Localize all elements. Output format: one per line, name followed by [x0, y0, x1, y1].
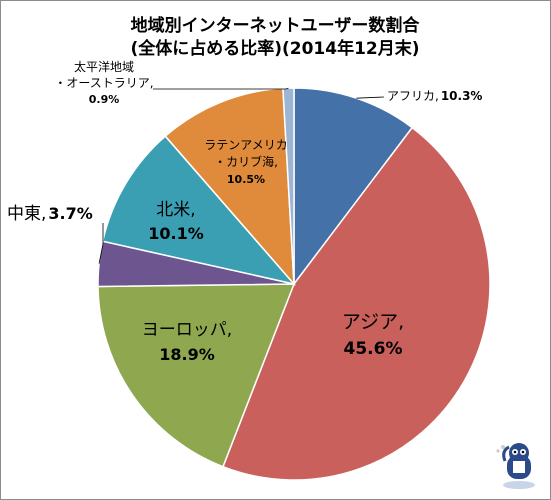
mascot-logo	[496, 443, 535, 489]
svg-text:45.6%: 45.6%	[344, 339, 403, 359]
slice-label-2: ヨーロッパ, 18.9%	[142, 320, 232, 364]
svg-text:・オーストラリア,: ・オーストラリア,	[54, 76, 153, 90]
leader-line-3	[98, 223, 104, 264]
svg-text:10.1%: 10.1%	[148, 224, 204, 243]
pie-slice-4	[101, 135, 297, 286]
svg-text:アジア,: アジア,	[342, 311, 404, 333]
svg-text:10.5%: 10.5%	[227, 173, 265, 186]
leader-lines	[98, 87, 385, 264]
pie-slice-2	[97, 283, 296, 468]
slice-label-6: 太平洋地域・オーストラリア, 0.9%	[54, 59, 153, 106]
data-labels: アフリカ, 10.3% アジア, 45.6% ヨーロッパ, 18.9% 中東, 3.7% 北米,…	[7, 59, 482, 364]
leader-line-0	[356, 96, 385, 99]
pie-slices	[97, 87, 491, 481]
svg-text:ラテンアメリカ: ラテンアメリカ	[204, 138, 287, 152]
slice-label-0: アフリカ, 10.3%	[387, 89, 482, 103]
leader-line-6	[153, 87, 289, 90]
svg-text:18.9%: 18.9%	[159, 345, 215, 364]
chart-subtitle: (全体に占める比率)(2014年12月末)	[130, 38, 419, 59]
svg-text:ヨーロッパ,: ヨーロッパ,	[142, 320, 232, 340]
svg-text:・カリブ海,: ・カリブ海,	[214, 154, 278, 169]
slice-label-5: ラテンアメリカ・カリブ海, 10.5%	[204, 138, 287, 186]
slice-label-1: アジア, 45.6%	[342, 311, 404, 359]
slice-label-4: 北米, 10.1%	[148, 200, 204, 243]
slice-label-3: 中東, 3.7%	[7, 204, 93, 224]
svg-text:中東,3.7%: 中東, 3.7%	[7, 204, 93, 224]
pie-slice-1	[222, 126, 491, 481]
svg-text:0.9%: 0.9%	[89, 93, 120, 106]
svg-text:太平洋地域: 太平洋地域	[74, 59, 134, 74]
svg-text:北米,: 北米,	[156, 200, 195, 220]
pie-slice-0	[293, 87, 414, 287]
svg-text:アフリカ,10.3%: アフリカ, 10.3%	[387, 89, 482, 103]
chart-title: 地域別インターネットユーザー数割合	[131, 15, 421, 36]
